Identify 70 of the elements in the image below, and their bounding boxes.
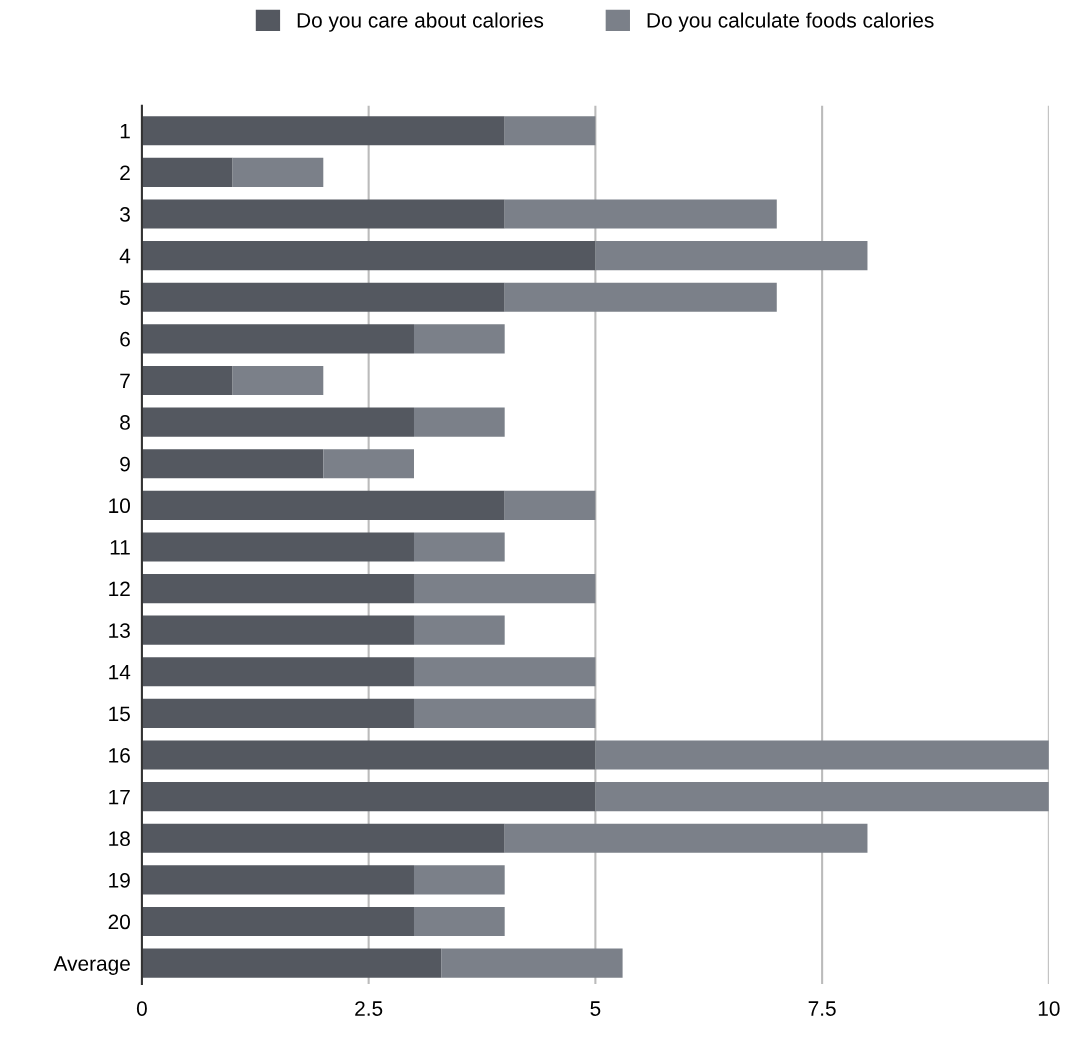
y-tick-label: 2 (120, 165, 130, 180)
bar (595, 740, 1049, 770)
x-tick-label: 5 (590, 1001, 601, 1016)
bar (141, 948, 442, 978)
bar (414, 698, 596, 728)
bar (504, 282, 777, 312)
y-tick-label: 19 (109, 872, 130, 888)
y-tick-label: 17 (109, 789, 130, 805)
bar (141, 698, 414, 728)
y-tick-label: 20 (108, 914, 130, 930)
legend-label: Do you care about calories (297, 12, 544, 32)
bar (141, 532, 414, 562)
y-tick-label: 11 (110, 540, 130, 555)
x-tick-label: 0 (136, 1001, 147, 1016)
bar (414, 865, 505, 895)
bar (414, 532, 505, 562)
bar (414, 906, 505, 937)
bar (504, 490, 596, 520)
y-tick-label: 10 (109, 498, 130, 514)
bar (141, 407, 414, 437)
y-tick-label: 1 (120, 123, 130, 139)
x-tick-label: 7.5 (808, 1001, 836, 1016)
bar (595, 782, 1049, 812)
bar (232, 365, 324, 396)
bar (414, 615, 505, 645)
y-tick-label: 14 (109, 665, 131, 680)
bar (141, 906, 414, 937)
bar (141, 324, 414, 354)
y-tick-label: 9 (120, 456, 130, 472)
bar (141, 865, 414, 895)
bar (141, 449, 324, 479)
x-tick-label: 10 (1038, 1001, 1060, 1016)
bar (414, 574, 596, 604)
bar (141, 282, 505, 312)
y-tick-label: 13 (109, 623, 130, 638)
bar (504, 823, 868, 853)
y-tick-label: 16 (109, 748, 130, 763)
bar (141, 740, 596, 770)
bar (141, 199, 505, 229)
bar (141, 657, 414, 687)
bar (414, 407, 505, 437)
bar (141, 116, 505, 146)
bar (141, 574, 414, 604)
y-tick-label: 6 (120, 331, 130, 347)
y-tick-label: 18 (109, 831, 130, 847)
bar (141, 615, 414, 645)
bar (414, 324, 505, 354)
bar (504, 199, 777, 229)
bar (504, 116, 596, 146)
bar (141, 490, 505, 520)
bar (141, 157, 233, 187)
y-tick-label: Average (53, 956, 130, 975)
y-tick-label: 12 (109, 581, 130, 597)
y-tick-label: 4 (119, 248, 131, 264)
bar (232, 157, 324, 187)
y-tick-label: 7 (120, 373, 130, 389)
bar (141, 365, 233, 396)
bar (441, 948, 623, 978)
y-tick-label: 15 (109, 706, 130, 722)
legend-label: Do you calculate foods calories (647, 12, 934, 32)
bar (414, 657, 596, 687)
y-tick-label: 5 (120, 290, 130, 305)
bar (323, 449, 414, 479)
bar (141, 241, 596, 271)
x-tick-label: 2.5 (355, 1001, 383, 1016)
bar (595, 241, 868, 271)
y-tick-label: 8 (120, 415, 130, 430)
bar (141, 782, 596, 812)
y-tick-label: 3 (120, 207, 130, 222)
bar (141, 823, 505, 853)
